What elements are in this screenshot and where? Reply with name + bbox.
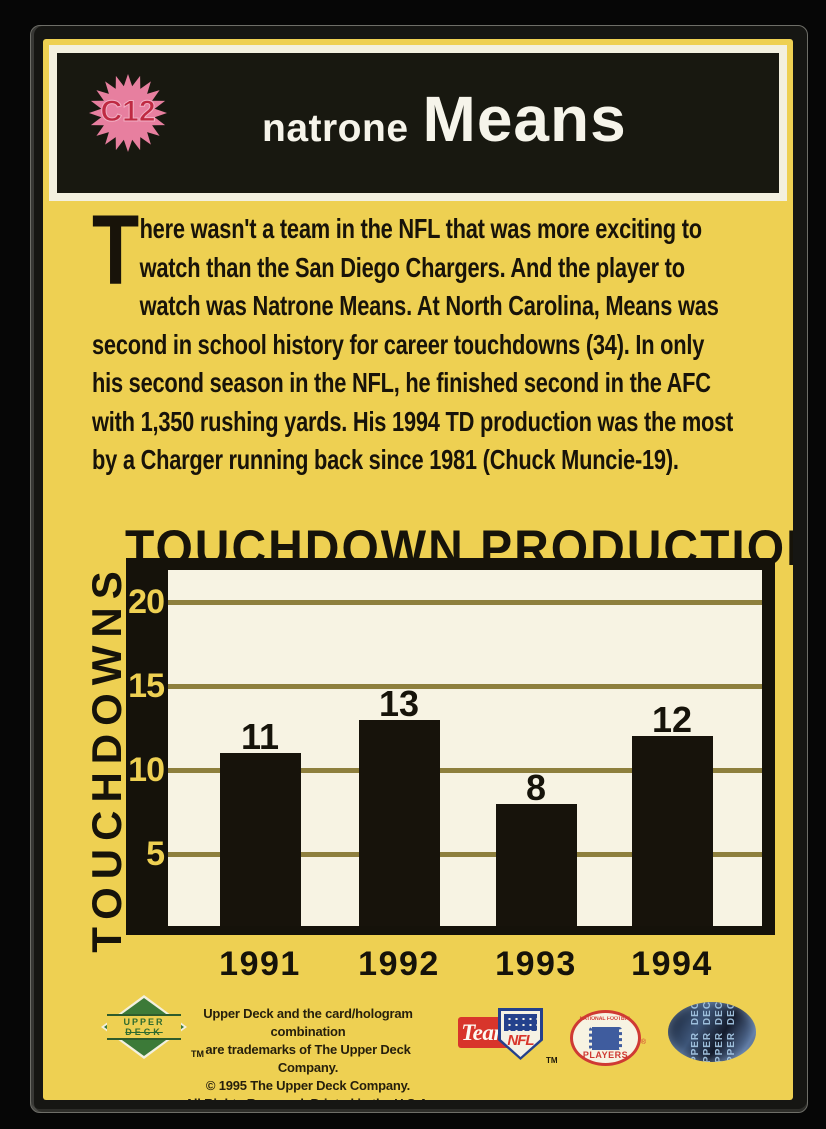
header-white-frame: C12 natrone Means xyxy=(49,45,787,201)
gridline-20 xyxy=(168,599,762,605)
card-header: C12 natrone Means xyxy=(57,53,779,193)
nfl-players-arc-text: NATIONAL FOOTBALL LEAGUE xyxy=(579,1016,632,1022)
chart-x-axis-labels: 1991 1992 1993 1994 xyxy=(168,945,762,989)
player-last-name: Means xyxy=(422,83,627,155)
x-tick-1991: 1991 xyxy=(219,945,301,983)
nfl-shield-body: NFL xyxy=(501,1011,540,1057)
bar-chart: 5 10 15 20 11 13 8 12 xyxy=(126,558,775,935)
chart-y-axis-label: TOUCHDOWNS xyxy=(83,563,130,953)
nfl-players-registered-mark: ® xyxy=(640,1039,646,1046)
y-tick-5: 5 xyxy=(146,835,165,873)
bio-text: here wasn't a team in the NFL that was m… xyxy=(92,213,734,475)
nfl-shield-icon: NFL xyxy=(498,1008,543,1060)
team-nfl-logo: Team NFL TM xyxy=(458,1008,558,1066)
upper-deck-wordmark: UPPER DECK xyxy=(107,1014,181,1040)
y-tick-15: 15 xyxy=(128,667,165,705)
y-tick-20: 20 xyxy=(128,583,165,621)
gridline-5 xyxy=(168,851,762,857)
nfl-players-logo: NATIONAL FOOTBALL LEAGUE PLAYERS ® xyxy=(570,1010,646,1066)
bar-1994 xyxy=(631,736,713,926)
upper-deck-word-deck: DECK xyxy=(125,1027,163,1037)
bar-value-1994: 12 xyxy=(651,699,693,741)
x-tick-1993: 1993 xyxy=(495,945,577,983)
nfl-shield-stars xyxy=(504,1014,537,1031)
upper-deck-logo: UPPER DECK xyxy=(101,995,187,1059)
nfl-shield-text: NFL xyxy=(507,1032,534,1049)
hologram-text: UPPER DECK UPPER DECK UPPER DECK UPPER D… xyxy=(690,1002,737,1062)
upper-deck-tm: TM xyxy=(191,1049,204,1059)
upper-deck-word-upper: UPPER xyxy=(123,1017,165,1027)
card-number: C12 xyxy=(100,95,156,129)
bar-value-1993: 8 xyxy=(525,766,547,808)
legal-text: Upper Deck and the card/hologram combina… xyxy=(185,1006,432,1100)
card-number-starburst: C12 xyxy=(88,73,168,153)
bar-1991 xyxy=(219,753,301,926)
team-nfl-tm: TM xyxy=(546,1056,558,1065)
bar-value-1992: 13 xyxy=(378,682,420,724)
player-name: natrone Means xyxy=(262,87,627,151)
hologram-sticker: UPPER DECK UPPER DECK UPPER DECK UPPER D… xyxy=(668,1002,756,1062)
y-tick-10: 10 xyxy=(128,751,165,789)
dropcap-letter: T xyxy=(92,194,139,305)
x-tick-1992: 1992 xyxy=(358,945,440,983)
gridline-10 xyxy=(168,767,762,773)
player-first-name: natrone xyxy=(262,107,409,150)
bar-1993 xyxy=(495,803,577,926)
bar-1992 xyxy=(358,719,440,926)
bar-value-1991: 11 xyxy=(240,716,280,758)
chart-ylabel-wrap: TOUCHDOWNS xyxy=(83,563,130,953)
gridline-15 xyxy=(168,683,762,689)
starburst-icon xyxy=(89,74,167,152)
nfl-players-text: PLAYERS xyxy=(582,1050,629,1060)
x-tick-1994: 1994 xyxy=(631,945,713,983)
nfl-players-football-icon xyxy=(589,1027,622,1050)
